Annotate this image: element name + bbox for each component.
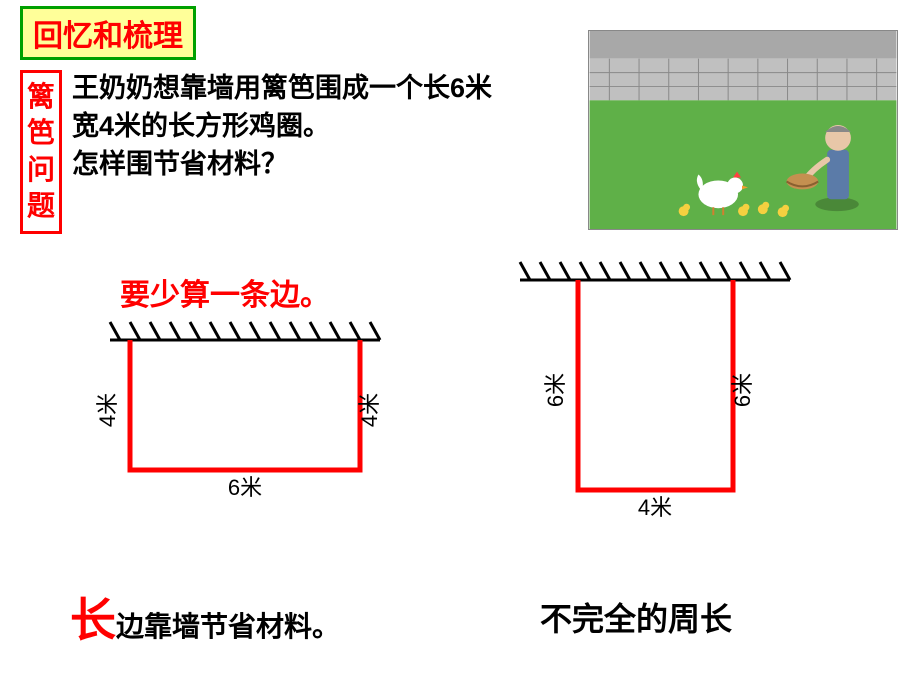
dim-left: 4米 <box>95 393 120 427</box>
conclusion-perimeter: 不完全的周长 <box>540 594 732 640</box>
dim-left: 6米 <box>543 373 568 407</box>
problem-line: 王奶奶想靠墙用篱笆围成一个长6米 <box>72 70 562 108</box>
conclusion-long-side: 长边靠墙节省材料。 <box>70 584 340 650</box>
problem-line: 宽4米的长方形鸡圈。 <box>72 108 562 146</box>
problem-statement: 王奶奶想靠墙用篱笆围成一个长6米 宽4米的长方形鸡圈。 怎样围节省材料？ <box>72 70 562 183</box>
conclusion-text: 边靠墙节省材料。 <box>116 611 340 642</box>
diagram-tall: 6米 6米 4米 <box>490 250 810 550</box>
dim-bottom: 6米 <box>228 475 262 500</box>
dim-right: 6米 <box>730 373 755 407</box>
hint-text: 要少算一条边。 <box>120 270 330 314</box>
topic-label: 篱笆问题 <box>20 70 62 234</box>
dim-bottom: 4米 <box>638 495 672 520</box>
dim-right: 4米 <box>357 393 382 427</box>
problem-line: 怎样围节省材料？ <box>72 146 562 184</box>
section-title: 回忆和梳理 <box>20 6 196 60</box>
topic-char: 篱笆问题 <box>27 79 55 225</box>
diagram-wide: 4米 4米 6米 <box>80 310 400 530</box>
farm-illustration <box>588 30 898 230</box>
conclusion-emphasis: 长 <box>70 594 116 646</box>
